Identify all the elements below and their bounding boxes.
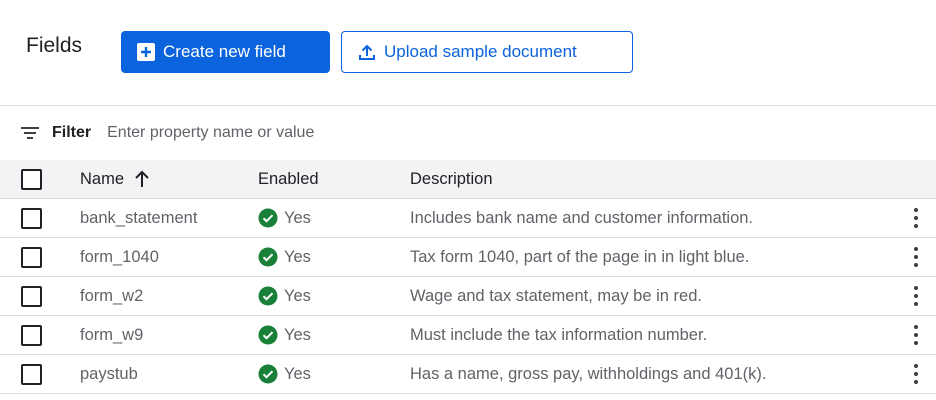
- row-checkbox[interactable]: [21, 207, 42, 229]
- field-name[interactable]: form_1040: [80, 247, 159, 266]
- field-description: Wage and tax statement, may be in red.: [410, 286, 702, 305]
- check-circle-icon: [258, 247, 278, 267]
- enabled-status: Yes: [258, 364, 311, 384]
- enabled-status: Yes: [258, 247, 311, 267]
- filter-input[interactable]: [107, 124, 508, 142]
- table-row: bank_statement Yes Includes bank name an…: [0, 199, 936, 238]
- row-checkbox[interactable]: [21, 285, 42, 307]
- create-new-field-label: Create new field: [163, 42, 286, 61]
- field-name[interactable]: paystub: [80, 364, 138, 383]
- create-new-field-button[interactable]: Create new field: [121, 31, 330, 73]
- field-description: Must include the tax information number.: [410, 325, 708, 344]
- filter-label: Filter: [52, 124, 92, 141]
- more-vert-icon[interactable]: [912, 284, 920, 308]
- arrow-up-icon: [135, 170, 149, 187]
- check-circle-icon: [258, 208, 278, 228]
- upload-sample-document-label: Upload sample document: [384, 42, 577, 61]
- enabled-status: Yes: [258, 208, 311, 228]
- field-name[interactable]: form_w2: [80, 286, 144, 305]
- upload-icon: [359, 44, 375, 60]
- check-circle-icon: [258, 325, 278, 345]
- column-header-name[interactable]: Name: [80, 170, 150, 189]
- page-title: Fields: [26, 34, 83, 57]
- add-box-icon: [137, 43, 155, 61]
- enabled-status: Yes: [258, 286, 311, 306]
- table-row: form_w9 Yes Must include the tax informa…: [0, 316, 936, 355]
- more-vert-icon[interactable]: [912, 362, 920, 386]
- table-row: form_w2 Yes Wage and tax statement, may …: [0, 277, 936, 316]
- divider: [0, 105, 936, 106]
- table-row: paystub Yes Has a name, gross pay, withh…: [0, 355, 936, 394]
- more-vert-icon[interactable]: [912, 323, 920, 347]
- check-circle-icon: [258, 286, 278, 306]
- field-name[interactable]: bank_statement: [80, 208, 198, 227]
- fields-table: Name Enabled Description bank_statement …: [0, 160, 936, 394]
- table-header: Name Enabled Description: [0, 160, 936, 199]
- check-circle-icon: [258, 364, 278, 384]
- field-description: Tax form 1040, part of the page in in li…: [410, 247, 750, 266]
- field-description: Has a name, gross pay, withholdings and …: [410, 364, 767, 383]
- more-vert-icon[interactable]: [912, 245, 920, 269]
- column-header-description[interactable]: Description: [410, 169, 493, 188]
- more-vert-icon[interactable]: [912, 206, 920, 230]
- filter-bar: Filter: [20, 121, 508, 145]
- enabled-status: Yes: [258, 325, 311, 345]
- field-name[interactable]: form_w9: [80, 325, 144, 344]
- row-checkbox[interactable]: [21, 363, 42, 385]
- row-checkbox[interactable]: [21, 324, 42, 346]
- filter-icon: [21, 127, 39, 139]
- row-checkbox[interactable]: [21, 246, 42, 268]
- table-row: form_1040 Yes Tax form 1040, part of the…: [0, 238, 936, 277]
- select-all-checkbox[interactable]: [21, 168, 42, 190]
- upload-sample-document-button[interactable]: Upload sample document: [341, 31, 633, 73]
- field-description: Includes bank name and customer informat…: [410, 208, 754, 227]
- column-header-enabled[interactable]: Enabled: [258, 169, 319, 188]
